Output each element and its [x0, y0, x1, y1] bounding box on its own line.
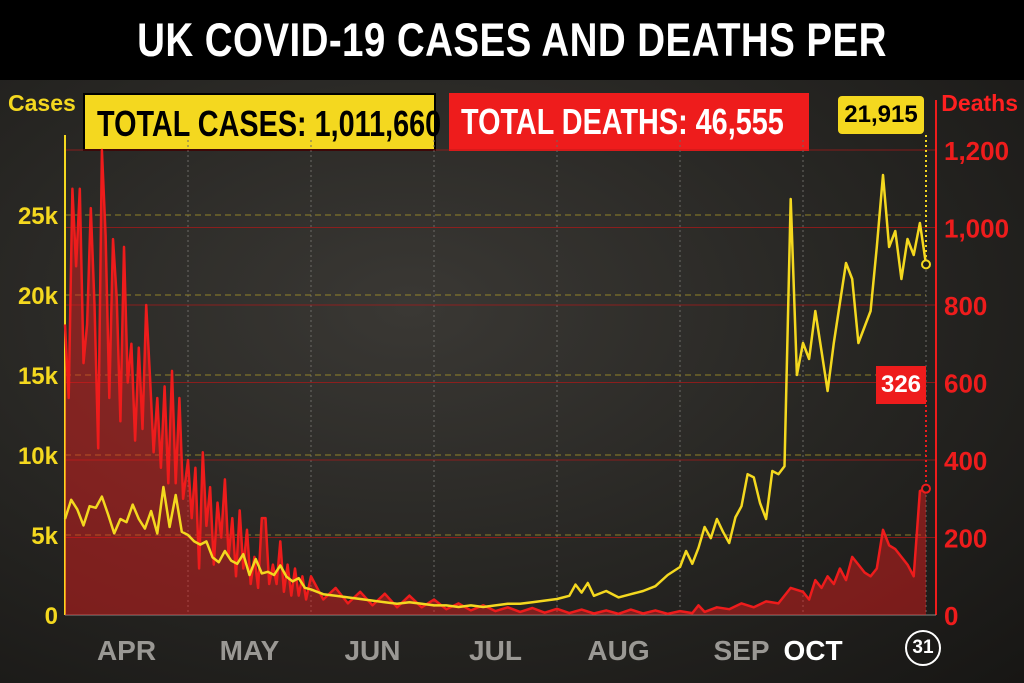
- deaths-tick-label: 600: [944, 369, 987, 399]
- cases-series-line: [63, 173, 928, 609]
- title-bar: [0, 0, 1024, 80]
- deaths-tick-label: 1,000: [944, 214, 1009, 244]
- deaths-tick-label: 800: [944, 291, 987, 321]
- cases-tick-label: 5k: [31, 523, 58, 550]
- total-deaths-text: TOTAL DEATHS: 46,555: [461, 101, 784, 142]
- cases-tick-label: 10k: [18, 443, 59, 470]
- cases-tick-label: 25k: [18, 203, 59, 230]
- month-label: JUN: [344, 635, 400, 666]
- total-cases-text: TOTAL CASES: 1,011,660: [97, 103, 442, 144]
- deaths-tick-label: 200: [944, 524, 987, 554]
- deaths-axis-title: Deaths: [941, 90, 1018, 116]
- month-label: AUG: [587, 635, 649, 666]
- cases-tick-label: 20k: [18, 283, 59, 310]
- month-label: SEP: [713, 635, 769, 666]
- cases-axis-title: Cases: [8, 90, 76, 116]
- deaths-tick-label: 1,200: [944, 136, 1009, 166]
- month-label: APR: [97, 635, 156, 666]
- latest-cases-callout: 21,915: [838, 96, 924, 134]
- month-label: JUL: [469, 635, 522, 666]
- month-label: OCT: [783, 635, 842, 666]
- deaths-tick-label: 400: [944, 446, 987, 476]
- deaths-tick-label: 0: [944, 601, 958, 631]
- end-date-marker: 31: [905, 630, 941, 666]
- latest-cases-point: [921, 259, 931, 270]
- month-label: MAY: [220, 635, 280, 666]
- latest-deaths-callout: 326: [876, 366, 926, 404]
- total-deaths-badge: TOTAL DEATHS: 46,555: [449, 93, 809, 151]
- cases-tick-label: 0: [45, 603, 58, 630]
- deaths-series-line: [63, 148, 927, 616]
- cases-tick-label: 15k: [18, 363, 59, 390]
- latest-deaths-point: [921, 483, 931, 494]
